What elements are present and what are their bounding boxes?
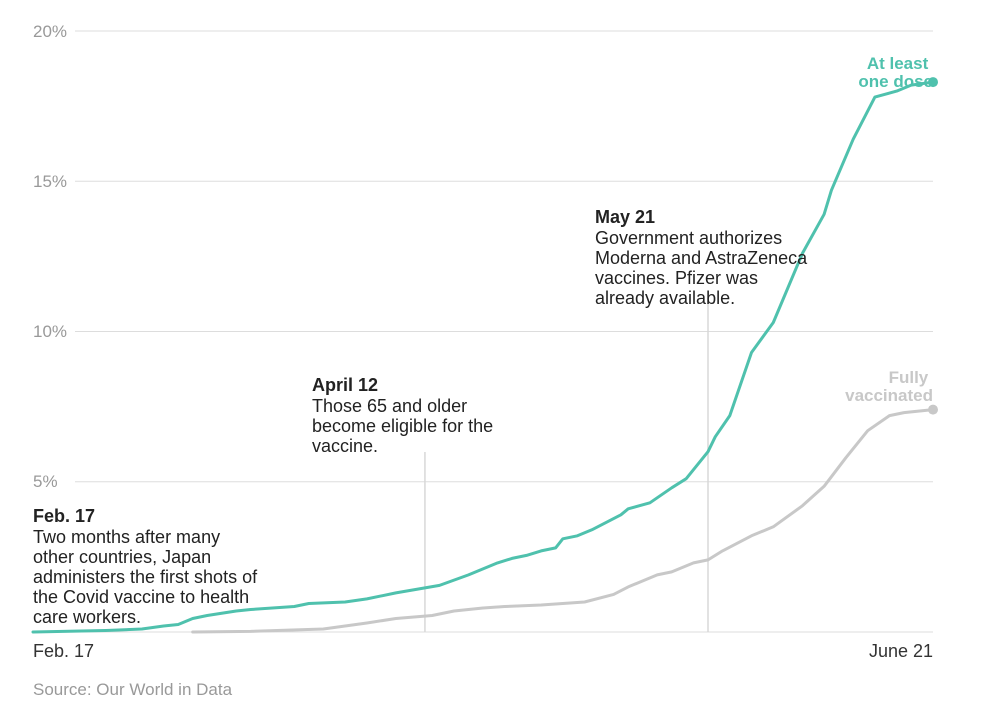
y-tick-label: 15% (33, 172, 67, 191)
y-tick-label: 5% (33, 472, 58, 491)
annotation-may-21: May 21 Government authorizes Moderna and… (595, 207, 812, 308)
chart-text: 20% 15% 10% 5% Feb. 17 June 21 Source: O… (33, 22, 933, 699)
annotation-feb-17: Feb. 17 Two months after many other coun… (33, 506, 262, 627)
source-note: Source: Our World in Data (33, 680, 233, 699)
gridlines (33, 30, 933, 633)
series-line-fully-vaccinated (191, 408, 935, 634)
series-end-dot-fully-vaccinated (928, 404, 938, 415)
y-tick-label: 10% (33, 322, 67, 341)
series-label-fully-vaccinated: Fully vaccinated (845, 368, 933, 405)
y-tick-label: 20% (33, 22, 67, 41)
x-tick-label-end: June 21 (869, 641, 933, 661)
annotation-lines (424, 298, 709, 632)
series-lines (31, 77, 938, 634)
series-label-one-dose: At least one dose (858, 54, 933, 91)
x-tick-label-start: Feb. 17 (33, 641, 94, 661)
annotation-april-12: April 12 Those 65 and older become eligi… (312, 375, 498, 456)
series-line-one-dose (31, 80, 935, 634)
series-end-dot-one-dose (928, 77, 938, 88)
